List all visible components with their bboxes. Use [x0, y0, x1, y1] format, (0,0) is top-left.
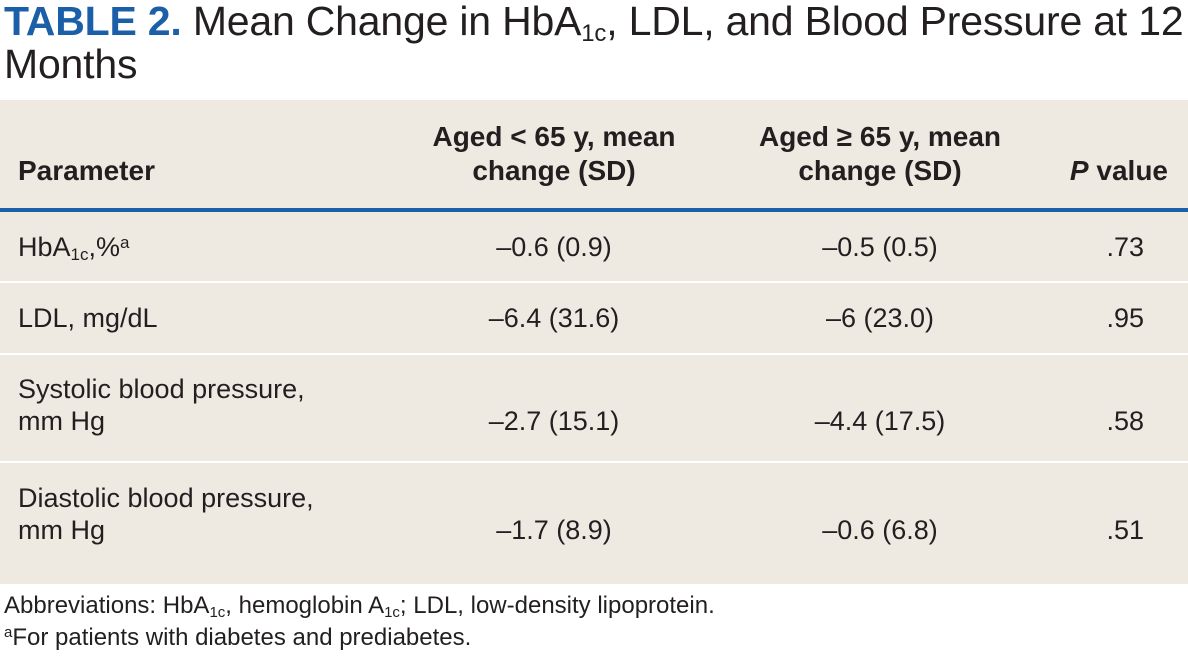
cell-over-65: –6 (23.0): [716, 282, 1044, 355]
header-under-65-line2: change (SD): [472, 155, 636, 186]
table-footnotes: Abbreviations: HbA1c, hemoglobin A1c; LD…: [4, 590, 1184, 654]
header-parameter: Parameter: [0, 100, 392, 212]
title-text-part2: , LDL, and Blood Pressure at 12 Months: [4, 0, 1184, 87]
param-line2: mm Hg: [18, 406, 105, 436]
footnote-a: aFor patients with diabetes and prediabe…: [4, 622, 1184, 654]
data-table-container: Parameter Aged < 65 y, mean change (SD) …: [0, 100, 1188, 584]
param-line1: Diastolic blood pressure,: [18, 483, 314, 513]
cell-parameter: LDL, mg/dL: [0, 282, 392, 355]
param-line1: Systolic blood pressure,: [18, 374, 305, 404]
cell-over-65: –0.5 (0.5): [716, 210, 1044, 283]
cell-over-65: –0.6 (6.8): [822, 515, 938, 545]
cell-parameter: Diastolic blood pressure, mm Hg: [0, 462, 392, 570]
cell-parameter: HbA1c,%a: [0, 210, 392, 283]
footnote-marker: a: [4, 624, 13, 641]
cell-under-65: –0.6 (0.9): [392, 210, 716, 283]
header-over-65-line2: change (SD): [798, 155, 962, 186]
param-text: HbA: [18, 231, 71, 262]
cell-under-65: –2.7 (15.1): [392, 354, 716, 463]
abbr-subscript-1: 1c: [209, 604, 226, 621]
table-row-hba1c: HbA1c,%a –0.6 (0.9) –0.5 (0.5) .73: [0, 210, 1188, 283]
header-p-rest: value: [1088, 155, 1168, 186]
header-p-italic: P: [1069, 155, 1089, 186]
abbr-subscript-2: 1c: [384, 604, 400, 621]
title-subscript: 1c: [581, 20, 607, 47]
cell-under-65: –1.7 (8.9): [496, 515, 612, 545]
header-under-65-line1: Aged < 65 y, mean: [432, 121, 676, 152]
param-unit: ,%: [88, 231, 121, 262]
cell-p-value: .51: [1106, 515, 1144, 545]
table-number-label: TABLE 2.: [4, 0, 182, 44]
header-under-65: Aged < 65 y, mean change (SD): [392, 100, 716, 212]
table-row-diastolic: Diastolic blood pressure, mm Hg –1.7 (8.9…: [0, 462, 1188, 570]
table-header-row: Parameter Aged < 65 y, mean change (SD) …: [0, 100, 1188, 212]
cell-under-65: –6.4 (31.6): [392, 282, 716, 355]
abbreviations-note: Abbreviations: HbA1c, hemoglobin A1c; LD…: [4, 590, 1184, 622]
cell-p-value: .73: [1044, 210, 1188, 283]
abbr-text-2: , hemoglobin A: [225, 592, 385, 619]
param-line2: mm Hg: [18, 515, 105, 545]
table-row-systolic: Systolic blood pressure, mm Hg –2.7 (15.1…: [0, 354, 1188, 463]
param-subscript: 1c: [70, 244, 89, 264]
data-table: Parameter Aged < 65 y, mean change (SD) …: [0, 100, 1188, 570]
cell-p-value: .95: [1044, 282, 1188, 355]
footnote-marker: a: [120, 232, 130, 252]
table-title: TABLE 2. Mean Change in HbA1c, LDL, and …: [4, 0, 1184, 86]
header-over-65: Aged ≥ 65 y, mean change (SD): [716, 100, 1044, 212]
abbr-text-3: ; LDL, low-density lipoprotein.: [399, 592, 715, 619]
cell-p-value: .58: [1044, 354, 1188, 463]
abbr-text-1: Abbreviations: HbA: [4, 592, 210, 619]
header-p-value: P value: [1044, 100, 1188, 212]
footnote-text: For patients with diabetes and prediabet…: [12, 624, 472, 651]
title-text-part1: Mean Change in HbA: [192, 0, 582, 44]
table-row-ldl: LDL, mg/dL –6.4 (31.6) –6 (23.0) .95: [0, 282, 1188, 355]
header-over-65-line1: Aged ≥ 65 y, mean: [758, 121, 1002, 152]
cell-parameter: Systolic blood pressure, mm Hg: [0, 354, 392, 463]
cell-over-65: –4.4 (17.5): [716, 354, 1044, 463]
